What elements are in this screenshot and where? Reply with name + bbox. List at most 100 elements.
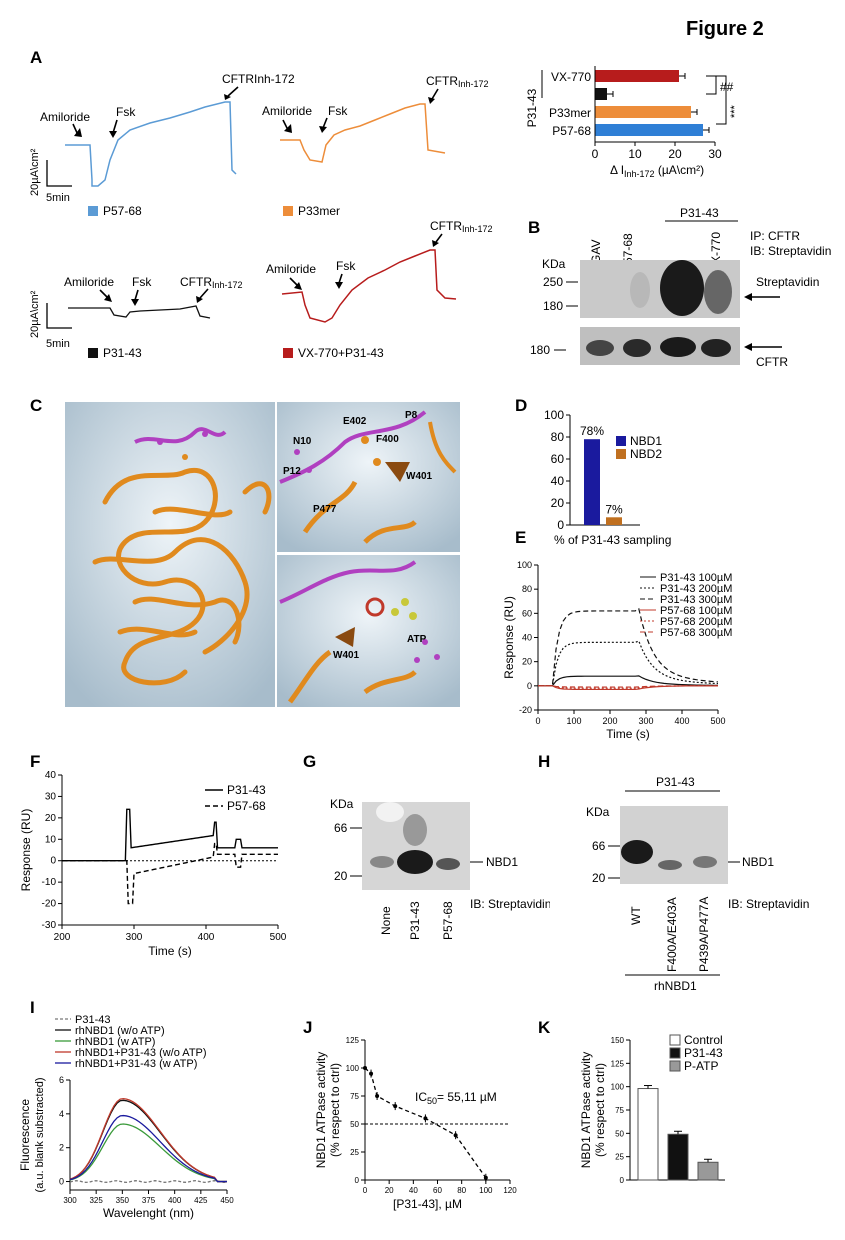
e-yticklabel-80: 80 (522, 584, 532, 594)
e-xticklabel-200: 200 (602, 716, 617, 726)
e-yticklabel-40: 40 (522, 633, 532, 643)
b-ib: IB: Streptavidin (750, 244, 831, 258)
legend-p33mer: P33mer (298, 204, 340, 218)
protein-ribbon (92, 467, 272, 686)
panel-b: P31-43 PGAV P57-68 VX-770 IP: CFTR IB: S… (520, 200, 845, 380)
k-legend-0: Control (684, 1033, 723, 1047)
panel-a-traces: Amiloride Fsk CFTRInh-172 P57-68 20µA\cm… (29, 72, 493, 360)
c-res-w401: W401 (406, 471, 433, 482)
g-lane-3: P57-68 (441, 901, 455, 940)
h-footer: rhNBD1 (654, 979, 697, 993)
j-xticklabel-100: 100 (479, 1186, 493, 1195)
i-xticklabel-400: 400 (168, 1196, 182, 1205)
legend-swatch-p57-68 (88, 206, 98, 216)
i-legend-3: rhNBD1+P31-43 (w/o ATP) (75, 1047, 207, 1059)
a4-inh: CFTRInh-172 (430, 219, 493, 234)
h-marker-66: 66 (592, 839, 606, 853)
f-yticklabel-10: 10 (45, 834, 57, 845)
i-legend-1: rhNBD1 (w/o ATP) (75, 1025, 165, 1037)
j-curve (364, 1067, 487, 1179)
b-marker-180: 180 (543, 299, 563, 313)
j-xticklabel-20: 20 (385, 1186, 394, 1195)
a4-fsk: Fsk (336, 259, 356, 273)
panel-i-chart: 0 2 4 6 300 325 350 375 400 425 450 Wavelenght (nm)… (18, 1014, 234, 1220)
legend-p57-68: P57-68 (103, 204, 142, 218)
d-value-0: 78% (580, 424, 604, 438)
scale-y-label: 20µA\cm² (29, 148, 41, 196)
cat-a-0: VX-770 (551, 70, 591, 84)
d-legend-swatch-0 (616, 436, 626, 446)
a3-fsk: Fsk (132, 275, 152, 289)
d-ticklabel-40: 40 (551, 474, 565, 488)
group-a: P31-43 (525, 88, 539, 127)
a2-amiloride: Amiloride (262, 104, 312, 118)
k-yticklabel-100: 100 (611, 1083, 625, 1092)
panel-h: P31-43 KDa 66 20 NBD1 WT F400A/E403A P43… (580, 770, 845, 1000)
panel-letter-D: D (515, 396, 528, 415)
a2-fsk: Fsk (328, 104, 348, 118)
f-ylabel: Response (RU) (19, 809, 33, 892)
j-yticklabel-25: 25 (350, 1148, 359, 1157)
a4-amiloride: Amiloride (266, 262, 316, 276)
e-series-3 (538, 685, 719, 691)
panel-letter-C: C (30, 396, 43, 415)
panel-b-svg: P31-43 PGAV P57-68 VX-770 IP: CFTR IB: S… (530, 206, 831, 369)
trace-p57-68: Amiloride Fsk CFTRInh-172 P57-68 (40, 72, 295, 218)
k-bar-2 (697, 1161, 719, 1181)
j-yticklabel-100: 100 (346, 1064, 360, 1073)
b-ip: IP: CFTR (750, 229, 800, 243)
j-xticklabel-0: 0 (363, 1186, 368, 1195)
f-series-0 (62, 808, 278, 862)
panel-c-svg: E402 P8 N10 F400 P12 W401 P477 W401 ATP (65, 402, 460, 707)
c-res-f400: F400 (376, 434, 399, 445)
h-kda: KDa (586, 805, 610, 819)
panel-f-chart: -30 -20 -10 0 10 20 30 40 200 300 400 500 Time (s) Re… (19, 770, 287, 958)
e-yticklabel-60: 60 (522, 608, 532, 618)
sig-bracket-2 (716, 75, 727, 125)
g-ib: IB: Streptavidin (470, 897, 550, 911)
panel-h-svg: P31-43 KDa 66 20 NBD1 WT F400A/E403A P43… (586, 775, 809, 993)
k-ylabel: NBD1 ATPase activity (579, 1052, 593, 1168)
e-legend-2: P31-43 300µM (660, 594, 732, 606)
panel-letter-I: I (30, 998, 35, 1017)
h-group: P31-43 (656, 775, 695, 789)
j-ylabel2: (% respect to ctrl) (328, 1063, 342, 1157)
e-yticklabel-100: 100 (517, 560, 532, 570)
scale-bar-a-top: 20µA\cm² 5min (29, 148, 72, 204)
b-band-cftr: CFTR (756, 355, 788, 369)
k-yticklabel-50: 50 (615, 1129, 624, 1138)
panel-letter-J: J (303, 1018, 313, 1037)
f-yticklabel-40: 40 (45, 770, 57, 781)
c-res-e402: E402 (343, 416, 367, 427)
e-xticklabel-400: 400 (674, 716, 689, 726)
e-yticklabel--20: -20 (519, 705, 532, 715)
i-yticklabel-0: 0 (59, 1177, 64, 1187)
j-xticklabel-60: 60 (433, 1186, 442, 1195)
c-res-atp: ATP (407, 634, 427, 645)
f-xlabel: Time (s) (148, 944, 192, 958)
e-ylabel: Response (RU) (502, 596, 516, 679)
b-group: P31-43 (680, 206, 719, 220)
trace-p33mer: Amiloride Fsk CFTRInh-172 P33mer (262, 74, 489, 218)
j-xticklabel-120: 120 (503, 1186, 517, 1195)
e-xticklabel-0: 0 (535, 716, 540, 726)
i-xticklabel-325: 325 (89, 1196, 103, 1205)
i-xticklabel-350: 350 (116, 1196, 130, 1205)
e-yticklabel-0: 0 (527, 681, 532, 691)
e-legend-0: P31-43 100µM (660, 572, 732, 584)
figure-title: Figure 2 (686, 18, 764, 40)
f-yticklabel-0: 0 (50, 856, 56, 867)
c-res-p477: P477 (313, 504, 337, 515)
i-yticklabel-2: 2 (59, 1143, 64, 1153)
e-yticklabel-20: 20 (522, 657, 532, 667)
j-annotation: IC50= 55,11 µM (415, 1090, 497, 1106)
e-xticklabel-500: 500 (710, 716, 725, 726)
panel-k-chart: 0 25 50 75 100 125 150 NBD1 ATPase activity (% r… (579, 1033, 725, 1185)
e-legend-1: P31-43 200µM (660, 583, 732, 595)
scale-x2-label: 5min (46, 338, 70, 350)
f-xticklabel-400: 400 (198, 932, 215, 943)
j-yticklabel-75: 75 (350, 1092, 359, 1101)
legend-swatch-p31-43 (88, 348, 98, 358)
panel-letter-E: E (515, 528, 527, 547)
